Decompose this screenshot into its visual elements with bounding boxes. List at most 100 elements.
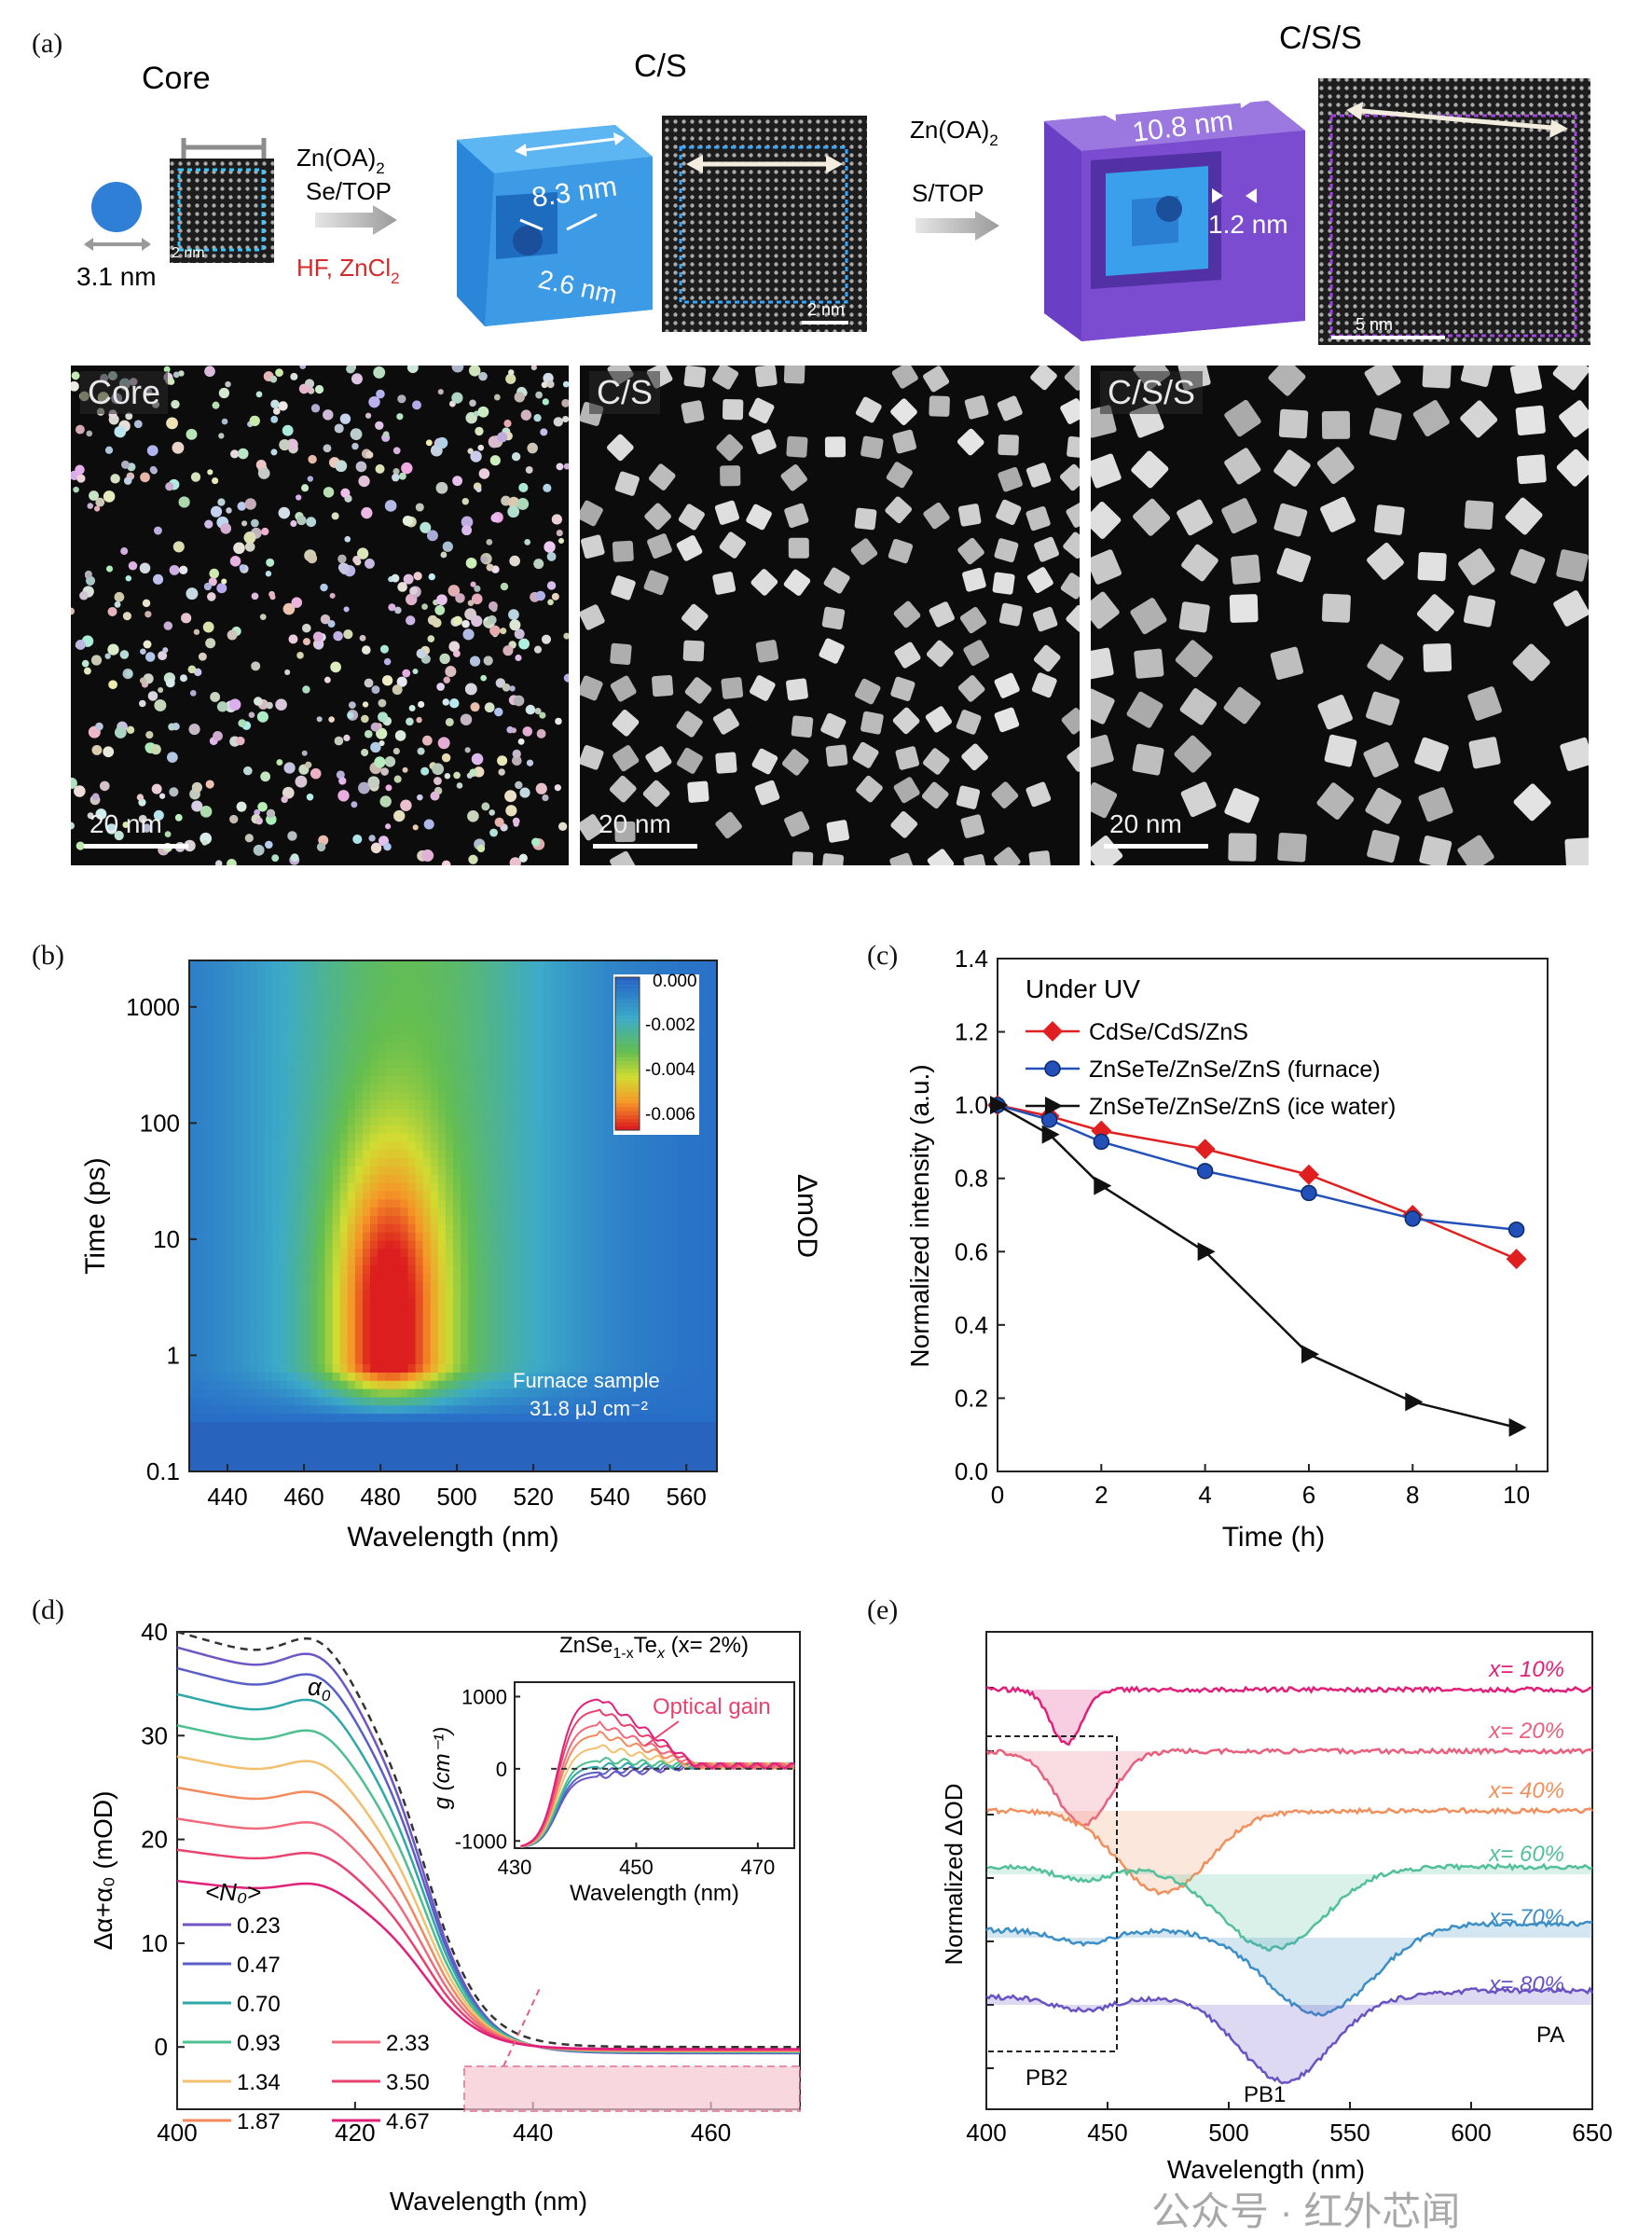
heatmap-cell [641,1223,650,1234]
heatmap-cell [385,1191,393,1200]
heatmap-cell [219,1166,228,1176]
heatmap-cell [603,1364,613,1374]
heatmap-cell [649,1397,657,1406]
heatmap-cell [603,1166,613,1176]
particle [163,366,171,373]
heatmap-cell [234,1315,243,1324]
heatmap-cell [385,1051,393,1060]
particle [334,423,344,434]
heatmap-cell [544,1322,552,1333]
heatmap-cell [498,1017,507,1028]
heatmap-cell [603,1315,613,1324]
heatmap-cell [302,1257,310,1266]
heatmap-cell [544,1446,552,1456]
particle [108,680,117,690]
heatmap-cell [544,1463,552,1472]
particle [526,759,534,766]
heatmap-cell [498,1075,507,1085]
particle [288,634,298,644]
particle [165,678,175,688]
heatmap-cell [573,1414,583,1423]
heatmap-cell [287,1429,296,1440]
heatmap-cell [611,1331,620,1341]
heatmap-cell [370,1339,379,1349]
particle [172,441,185,454]
heatmap-cell [400,1075,409,1085]
heatmap-cell [513,1298,522,1307]
particle [71,607,76,615]
heatmap-cell [664,1455,673,1464]
heatmap-cell [422,985,432,994]
heatmap-cell [264,1208,273,1217]
heatmap-cell [332,1306,341,1316]
heatmap-cell [280,1455,288,1464]
heatmap-cell [227,968,236,978]
heatmap-cell [520,1438,530,1448]
heatmap-cell [588,1446,598,1456]
particle [275,368,283,377]
heatmap-cell [641,1208,650,1217]
heatmap-cell [302,1116,310,1126]
heatmap-cell [453,1306,461,1316]
heatmap-cell [189,1092,198,1101]
particle [425,439,433,447]
heatmap-cell [189,1347,198,1357]
heatmap-cell [271,1109,281,1118]
nanocrystal [1178,601,1210,633]
heatmap-cell [498,1208,507,1217]
heatmap-cell [528,1446,537,1456]
heatmap-cell [596,1017,605,1028]
heatmap-cell [437,1199,447,1208]
particle [76,841,85,850]
heatmap-cell [656,1265,665,1275]
heatmap-cell [295,1109,303,1118]
heatmap-cell [490,1298,500,1307]
heatmap-cell [505,1281,515,1291]
heatmap-cell [505,1315,515,1324]
heatmap-cell [234,1141,243,1151]
heatmap-cell [385,1067,393,1077]
heatmap-cell [295,1199,303,1208]
heatmap-cell [626,1232,635,1242]
heatmap-cell [461,1043,469,1052]
heatmap-cell [422,1150,432,1159]
heatmap-cell [656,1463,665,1472]
heatmap-cell [437,1315,447,1324]
heatmap-cell [400,1273,409,1283]
heatmap-cell [445,985,454,994]
particle [394,606,402,614]
heatmap-cell [385,1347,393,1357]
heatmap-cell [347,1216,356,1225]
heatmap-cell [573,985,583,994]
nanocrystal [1457,835,1494,865]
heatmap-cell [392,1429,401,1440]
nanocrystal [1028,850,1052,865]
heatmap-cell [618,1322,627,1333]
heatmap-cell [392,1372,401,1382]
heatmap-cell [385,1109,393,1118]
heatmap-cell [280,1208,288,1217]
heatmap-cell [264,1133,273,1143]
heatmap-cell [415,1322,424,1333]
particle [503,420,512,428]
heatmap-cell [588,1298,598,1307]
heatmap-cell [295,1133,303,1143]
heatmap-cell [264,1109,273,1118]
heatmap-cell [256,1182,266,1193]
nanocrystal [719,532,746,559]
heatmap-cell [256,1455,266,1464]
heatmap-cell [212,1455,220,1464]
heatmap-cell [287,1455,296,1464]
heatmap-cell [234,1034,243,1043]
particle [145,730,154,739]
heatmap-cell [407,1364,417,1374]
heatmap-cell [415,1026,424,1036]
particle [379,740,385,747]
heatmap-cell [370,1455,379,1464]
heatmap-cell [280,1001,288,1011]
particle [436,683,445,691]
heatmap-cell [513,1109,522,1118]
heatmap-cell [437,1364,447,1374]
heatmap-cell [544,1010,552,1019]
heatmap-cell [241,993,251,1002]
